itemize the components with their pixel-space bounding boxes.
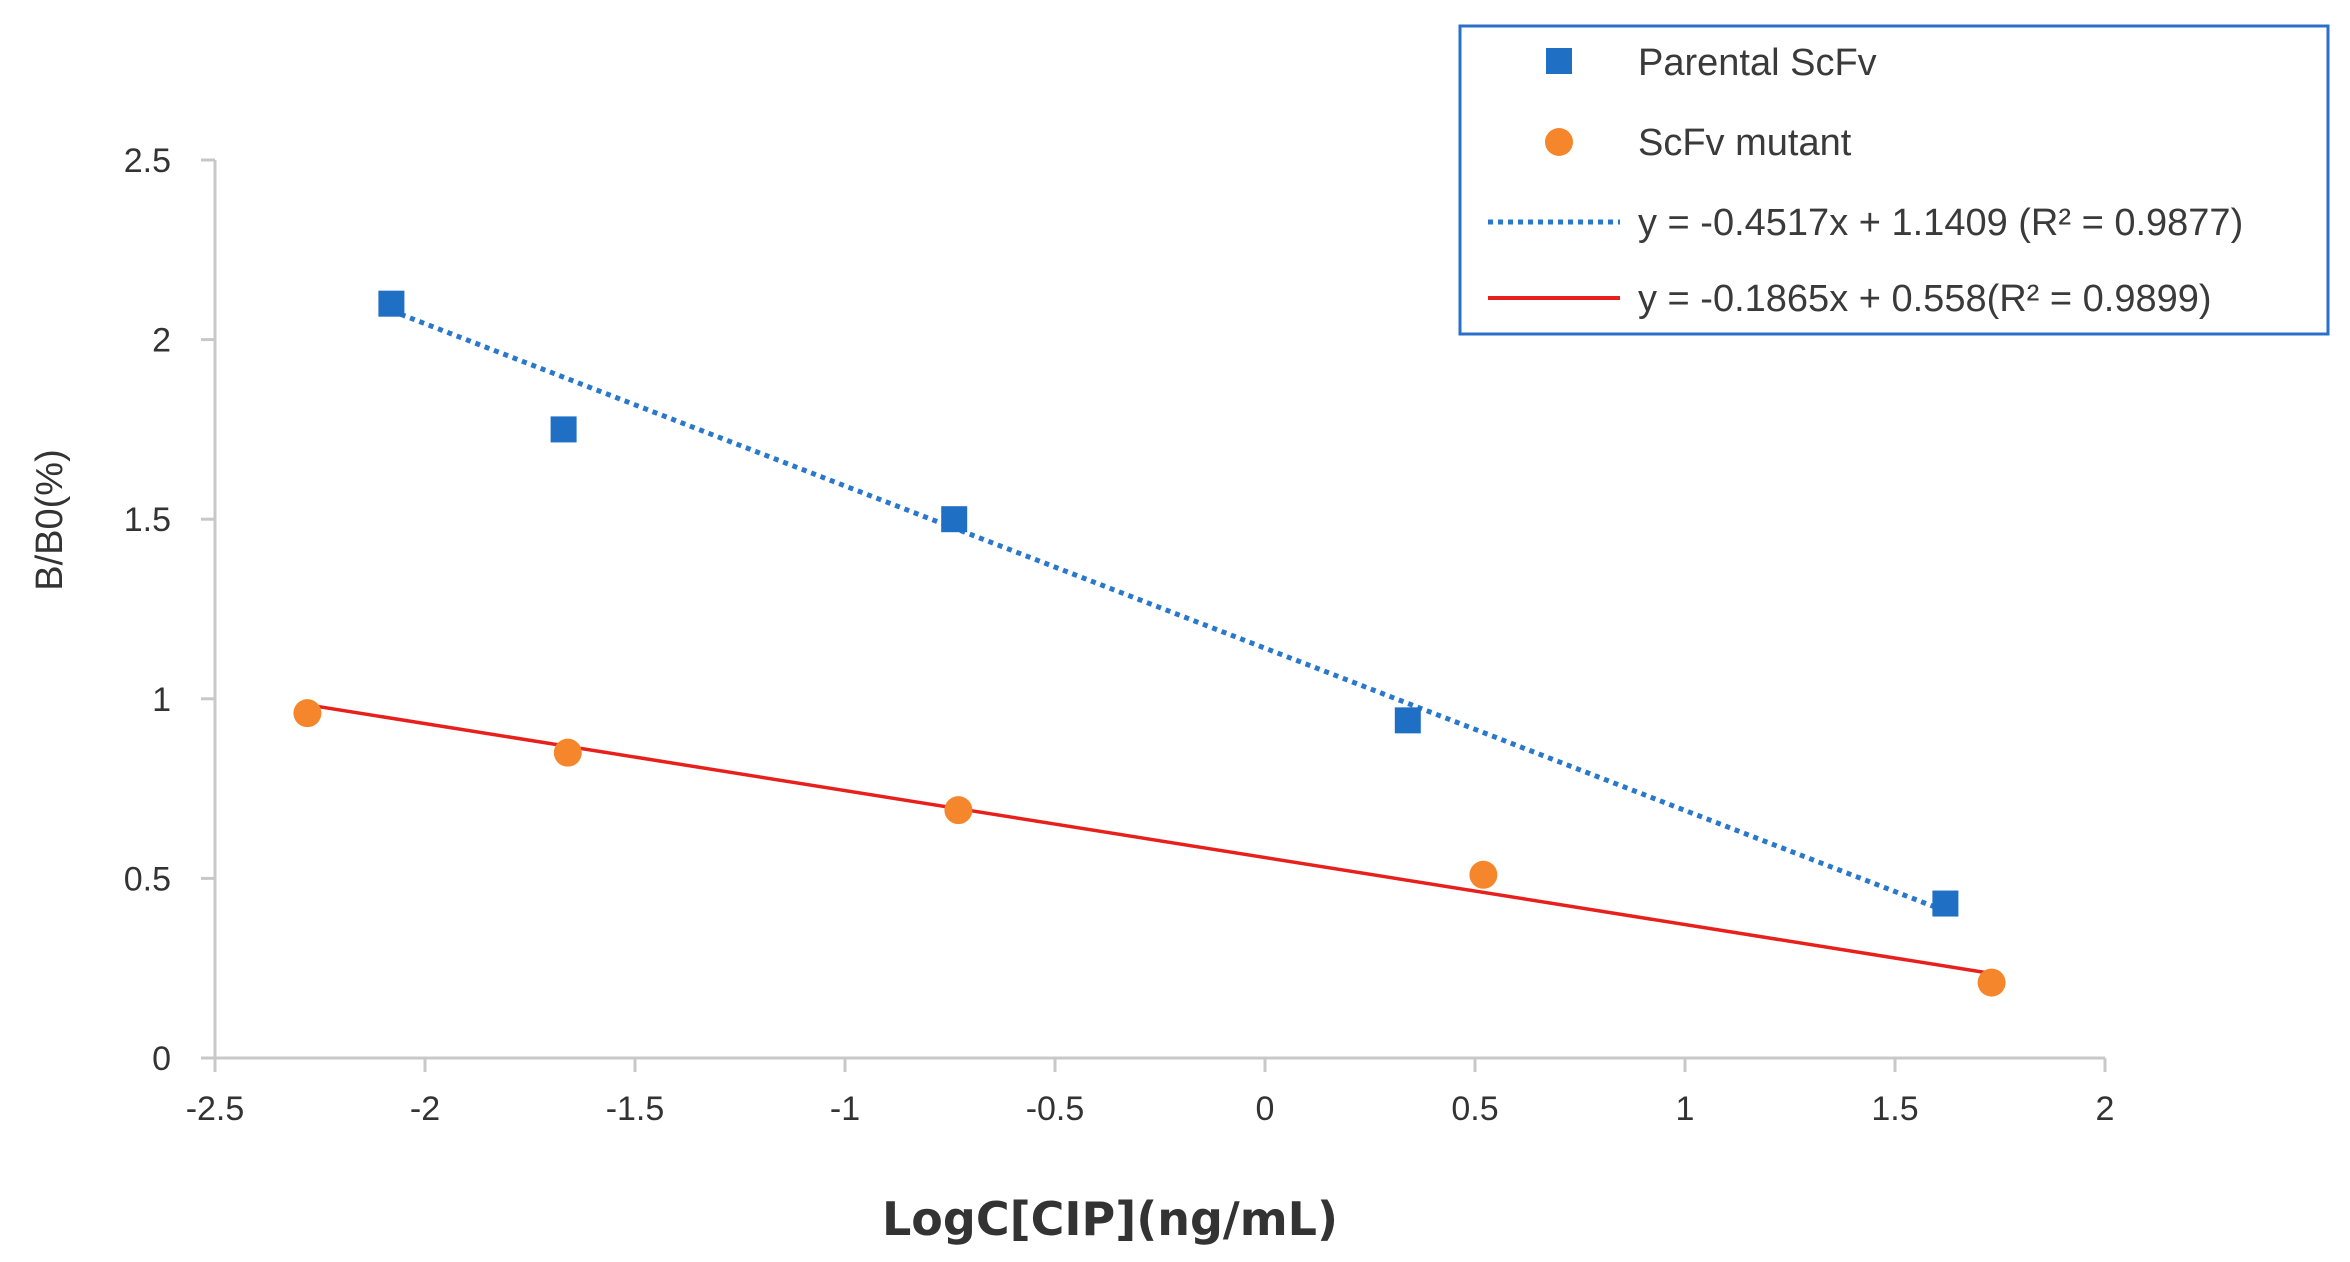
axes: -2.5 -2 -1.5 -1 -0.5 0 0.5 1 1.5 2 0 0.5 1 1.5 2 2.5 — [124, 142, 2115, 1128]
y-tick-label: 0 — [152, 1040, 171, 1078]
x-tick-label: 1.5 — [1871, 1090, 1918, 1128]
trendline-parental-fit — [390, 308, 1947, 914]
y-ticks: 0 0.5 1 1.5 2 2.5 — [124, 142, 215, 1078]
x-tick-label: 0 — [1256, 1090, 1275, 1128]
y-axis-title: B/B0(%) — [29, 449, 71, 590]
legend-marker-parental-scfv — [1546, 48, 1572, 74]
data-point-scfv-mutant — [293, 699, 322, 728]
legend-marker-scfv-mutant — [1545, 128, 1573, 156]
y-tick-label: 0.5 — [124, 860, 171, 898]
y-tick-label: 1.5 — [124, 501, 171, 539]
data-point-scfv-mutant — [1977, 968, 2006, 997]
legend: Parental ScFv ScFv mutant y = -0.4517x +… — [1458, 24, 2330, 336]
trendline-mutant-fit — [307, 703, 1992, 976]
trendlines — [307, 308, 1992, 976]
x-tick-label: -0.5 — [1026, 1090, 1085, 1128]
data-point-scfv-mutant — [944, 796, 973, 825]
data-point-parental-scfv — [941, 506, 968, 533]
data-point-parental-scfv — [378, 290, 405, 317]
legend-label-parental-fit: y = -0.4517x + 1.1409 (R² = 0.9877) — [1638, 202, 2243, 244]
legend-label-parental-scfv: Parental ScFv — [1638, 42, 1877, 84]
x-axis-title: LogC[CIP](ng/mL) — [882, 1192, 1338, 1246]
data-point-scfv-mutant — [553, 738, 582, 767]
x-tick-label: 0.5 — [1451, 1090, 1498, 1128]
x-tick-label: -2.5 — [186, 1090, 245, 1128]
series-markers — [293, 290, 2006, 997]
data-point-parental-scfv — [1394, 707, 1421, 734]
y-tick-label: 1 — [152, 681, 171, 719]
x-tick-label: 1 — [1676, 1090, 1695, 1128]
x-tick-label: 2 — [2096, 1090, 2115, 1128]
x-tick-label: -2 — [410, 1090, 440, 1128]
x-tick-label: -1.5 — [606, 1090, 665, 1128]
legend-label-mutant-fit: y = -0.1865x + 0.558(R² = 0.9899) — [1638, 278, 2212, 320]
data-point-parental-scfv — [550, 416, 577, 443]
x-ticks: -2.5 -2 -1.5 -1 -0.5 0 0.5 1 1.5 2 — [186, 1058, 2115, 1128]
data-point-scfv-mutant — [1469, 860, 1498, 889]
x-tick-label: -1 — [830, 1090, 860, 1128]
y-tick-label: 2 — [152, 322, 171, 360]
legend-box — [1458, 24, 2330, 336]
y-tick-label: 2.5 — [124, 142, 171, 180]
data-point-parental-scfv — [1932, 890, 1959, 917]
legend-label-scfv-mutant: ScFv mutant — [1638, 122, 1852, 164]
